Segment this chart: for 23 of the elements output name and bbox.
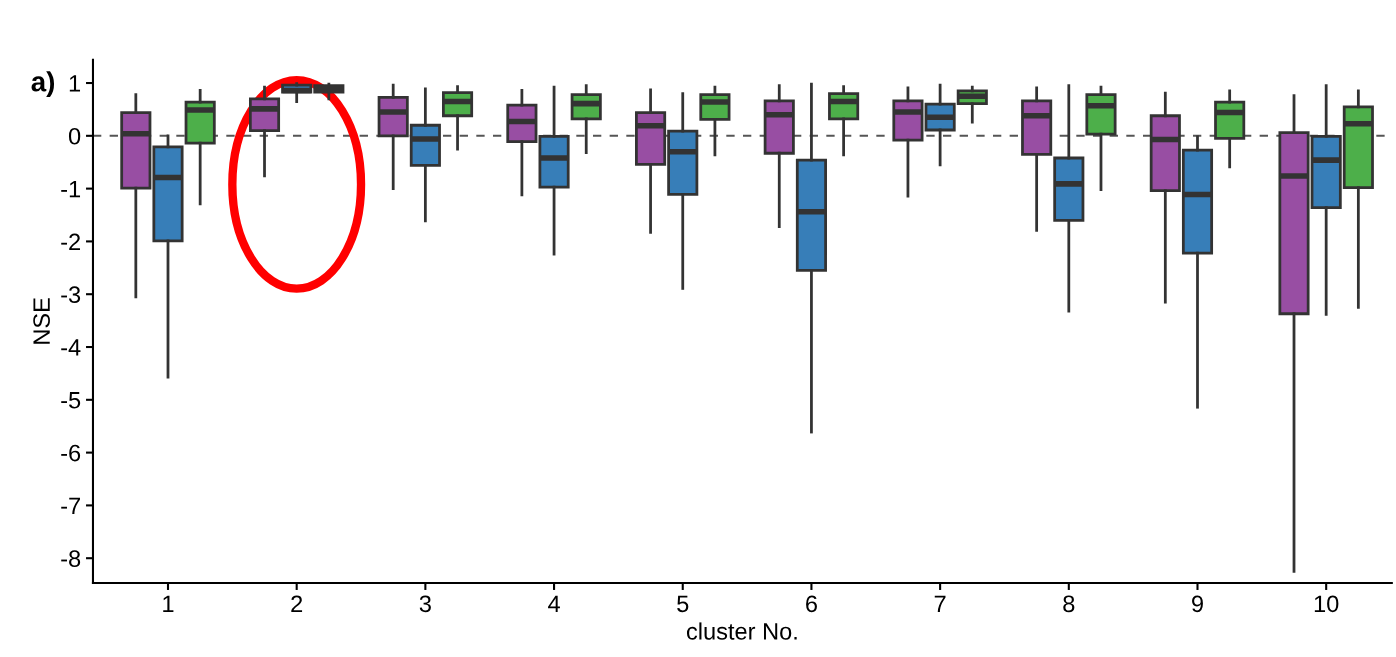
x-tick-label: 1: [163, 595, 174, 612]
x-tick-label: 3: [419, 595, 431, 613]
x-tick-label: 5: [677, 595, 689, 613]
x-tick-label: 7: [934, 595, 946, 612]
x-tick-label: 10: [1314, 595, 1339, 613]
text: a): [31, 71, 55, 98]
y-tick-label: 1: [69, 75, 81, 92]
y-axis-title: NSE: [33, 298, 50, 344]
y-tick-label: -2: [61, 233, 80, 250]
x-tick-label: 8: [1063, 595, 1075, 613]
x-tick-label: 9: [1192, 595, 1203, 613]
y-tick-label: -1: [61, 180, 81, 198]
y-tick-label: -7: [61, 497, 80, 514]
y-tick-label: -3: [61, 286, 81, 303]
y-tick-label: -8: [61, 550, 81, 567]
y-tick-label: -6: [61, 444, 81, 462]
x-tick-label: 2: [291, 595, 303, 612]
x-tick-label: 6: [806, 595, 817, 613]
y-tick-label: 0: [68, 127, 81, 145]
x-tick-label: 4: [548, 595, 560, 612]
x-axis-title: cluster No.: [686, 622, 797, 640]
y-tick-label: -5: [61, 392, 81, 409]
y-tick-label: -4: [61, 339, 81, 356]
